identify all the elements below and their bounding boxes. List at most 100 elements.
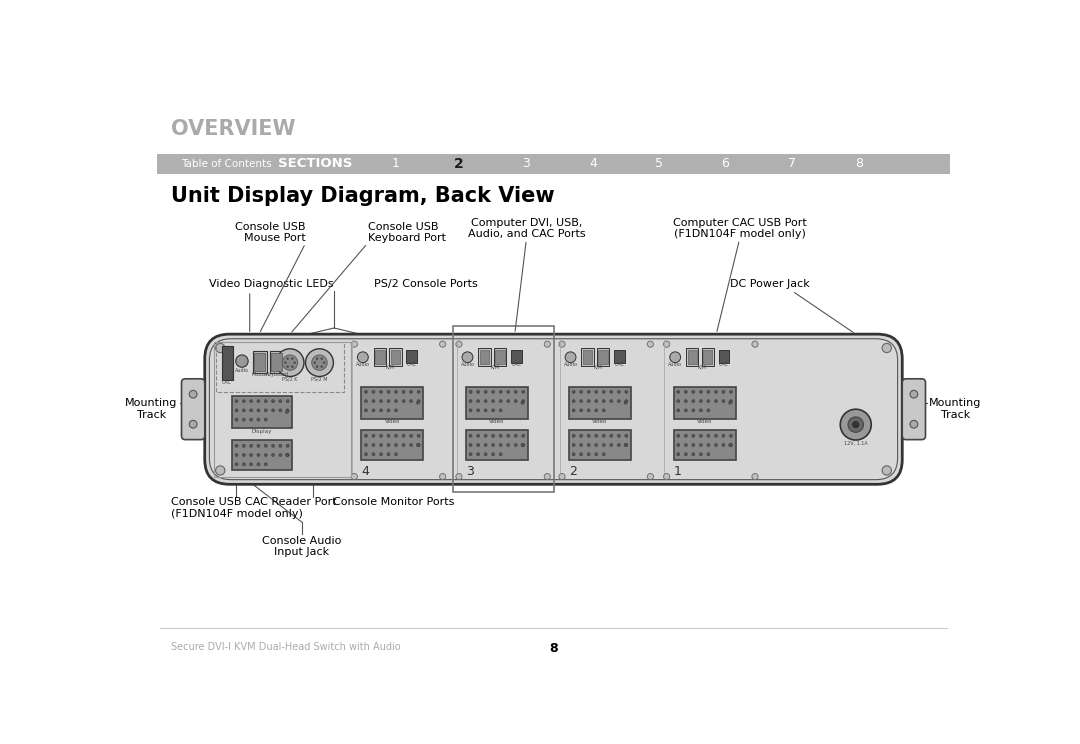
Text: PS/2 Console Ports: PS/2 Console Ports (374, 280, 477, 289)
Circle shape (484, 400, 487, 403)
Bar (232, 396, 293, 428)
Circle shape (265, 400, 268, 403)
Circle shape (507, 434, 510, 437)
Circle shape (852, 422, 859, 428)
Circle shape (316, 365, 319, 368)
Circle shape (588, 391, 591, 394)
Bar (718, 350, 729, 363)
Circle shape (572, 434, 576, 437)
Circle shape (271, 444, 274, 447)
Circle shape (235, 418, 238, 421)
Circle shape (499, 409, 502, 412)
Circle shape (456, 341, 462, 347)
Text: 1: 1 (391, 158, 400, 170)
Circle shape (257, 463, 260, 466)
Circle shape (235, 400, 238, 403)
Circle shape (692, 409, 694, 412)
Text: 1: 1 (674, 465, 681, 478)
Circle shape (476, 452, 480, 456)
Bar (494, 348, 507, 366)
Circle shape (499, 443, 502, 446)
Circle shape (286, 444, 289, 447)
Bar (598, 350, 608, 364)
Circle shape (677, 434, 679, 437)
Text: CAC: CAC (222, 380, 232, 385)
Circle shape (321, 365, 323, 368)
Text: 12V, 1.1A: 12V, 1.1A (843, 440, 867, 446)
Circle shape (840, 409, 872, 440)
Circle shape (379, 391, 382, 394)
Bar (688, 350, 697, 364)
Circle shape (595, 434, 598, 437)
Circle shape (364, 452, 367, 456)
Circle shape (565, 352, 576, 362)
Circle shape (235, 444, 238, 447)
Circle shape (257, 409, 260, 412)
Circle shape (364, 391, 367, 394)
Text: K/M: K/M (698, 365, 707, 370)
Circle shape (677, 443, 679, 446)
Circle shape (572, 452, 576, 456)
Text: Audio: Audio (355, 362, 369, 368)
Bar (496, 350, 504, 364)
Circle shape (276, 349, 303, 376)
Circle shape (595, 391, 598, 394)
Text: Console Monitor Ports: Console Monitor Ports (333, 498, 454, 507)
Circle shape (677, 452, 679, 456)
Circle shape (257, 444, 260, 447)
Bar (465, 430, 528, 460)
Text: 5: 5 (654, 158, 663, 170)
Circle shape (249, 454, 253, 457)
Circle shape (440, 341, 446, 347)
Circle shape (189, 391, 197, 398)
Circle shape (292, 365, 294, 368)
Circle shape (372, 434, 375, 437)
Circle shape (491, 452, 495, 456)
Circle shape (469, 400, 472, 403)
Text: Console Audio
Input Jack: Console Audio Input Jack (262, 536, 341, 557)
Circle shape (595, 400, 598, 403)
Circle shape (235, 355, 248, 368)
Circle shape (476, 409, 480, 412)
Circle shape (692, 452, 694, 456)
Circle shape (402, 443, 405, 446)
Circle shape (402, 391, 405, 394)
Circle shape (692, 434, 694, 437)
Circle shape (729, 434, 732, 437)
Circle shape (286, 454, 289, 457)
Circle shape (882, 344, 891, 353)
Bar (511, 350, 522, 363)
Circle shape (595, 452, 598, 456)
Circle shape (721, 400, 725, 403)
Circle shape (242, 444, 245, 447)
Bar (480, 350, 489, 364)
Circle shape (618, 434, 620, 437)
Bar (674, 430, 735, 460)
Circle shape (417, 443, 420, 446)
Circle shape (469, 409, 472, 412)
Circle shape (685, 391, 687, 394)
Circle shape (372, 391, 375, 394)
Circle shape (249, 409, 253, 412)
Circle shape (387, 391, 390, 394)
Bar (391, 350, 400, 364)
Circle shape (402, 434, 405, 437)
Circle shape (491, 400, 495, 403)
Text: Table of Contents: Table of Contents (181, 159, 272, 169)
Circle shape (507, 443, 510, 446)
Circle shape (394, 443, 397, 446)
Text: Video: Video (384, 420, 400, 425)
Circle shape (729, 443, 732, 446)
Circle shape (279, 400, 282, 403)
Circle shape (514, 400, 517, 403)
Circle shape (387, 409, 390, 412)
Circle shape (729, 400, 732, 403)
Text: K/M: K/M (593, 365, 603, 370)
Circle shape (456, 473, 462, 480)
Circle shape (394, 391, 397, 394)
Bar (157, 154, 950, 174)
Circle shape (624, 443, 627, 446)
Circle shape (235, 454, 238, 457)
Circle shape (625, 443, 627, 446)
Text: 6: 6 (721, 158, 729, 170)
